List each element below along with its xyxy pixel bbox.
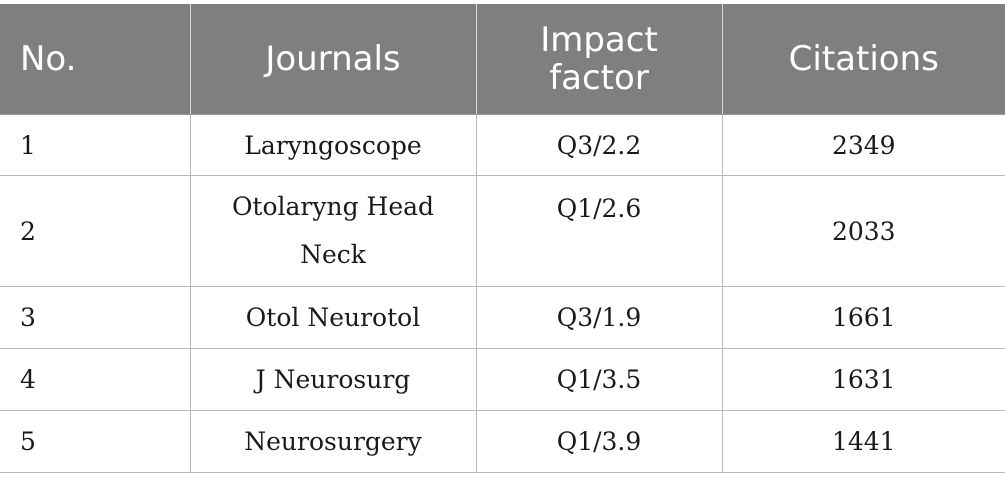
header-row: No. Journals Impact factor Citations <box>0 4 1005 115</box>
cell-journal: J Neurosurg <box>189 348 476 411</box>
header-no: No. <box>0 4 190 115</box>
table-row: 3 Otol Neurotol Q3/1.9 1661 <box>0 286 1005 349</box>
header-citations: Citations <box>721 4 1005 115</box>
table-body: 1 Laryngoscope Q3/2.2 2349 2 Otolaryng H… <box>0 114 1005 473</box>
cell-no: 5 <box>0 410 190 473</box>
cell-journal: Otol Neurotol <box>189 286 476 349</box>
cell-no: 4 <box>0 348 190 411</box>
table-row: 2 Otolaryng Head Neck Q1/2.6 2033 <box>0 175 1005 287</box>
journals-table: No. Journals Impact factor Citations 1 L… <box>0 4 1005 473</box>
header-journals: Journals <box>189 4 476 115</box>
cell-no: 1 <box>0 114 190 176</box>
cell-citations: 2033 <box>721 175 1005 287</box>
cell-citations: 1631 <box>721 348 1005 411</box>
cell-impact-factor: Q1/2.6 <box>475 175 722 287</box>
cell-impact-factor: Q1/3.5 <box>475 348 722 411</box>
cell-citations: 1441 <box>721 410 1005 473</box>
cell-citations: 1661 <box>721 286 1005 349</box>
table-row: 5 Neurosurgery Q1/3.9 1441 <box>0 410 1005 473</box>
cell-journal: Laryngoscope <box>189 114 476 176</box>
table-row: 4 J Neurosurg Q1/3.5 1631 <box>0 348 1005 411</box>
header-impact-factor-label: Impact factor <box>540 20 658 98</box>
cell-journal-text: Otolaryng Head Neck <box>231 192 435 269</box>
cell-journal: Neurosurgery <box>189 410 476 473</box>
cell-impact-factor-text: Q1/2.6 <box>556 194 642 223</box>
cell-no: 2 <box>0 175 190 287</box>
cell-impact-factor: Q3/2.2 <box>475 114 722 176</box>
cell-citations: 2349 <box>721 114 1005 176</box>
cell-impact-factor: Q3/1.9 <box>475 286 722 349</box>
cell-no: 3 <box>0 286 190 349</box>
table-row: 1 Laryngoscope Q3/2.2 2349 <box>0 114 1005 176</box>
table-header: No. Journals Impact factor Citations <box>0 4 1005 115</box>
journals-table-container: No. Journals Impact factor Citations 1 L… <box>0 4 1005 473</box>
cell-journal: Otolaryng Head Neck <box>189 175 476 287</box>
header-impact-factor: Impact factor <box>475 4 722 115</box>
cell-impact-factor: Q1/3.9 <box>475 410 722 473</box>
